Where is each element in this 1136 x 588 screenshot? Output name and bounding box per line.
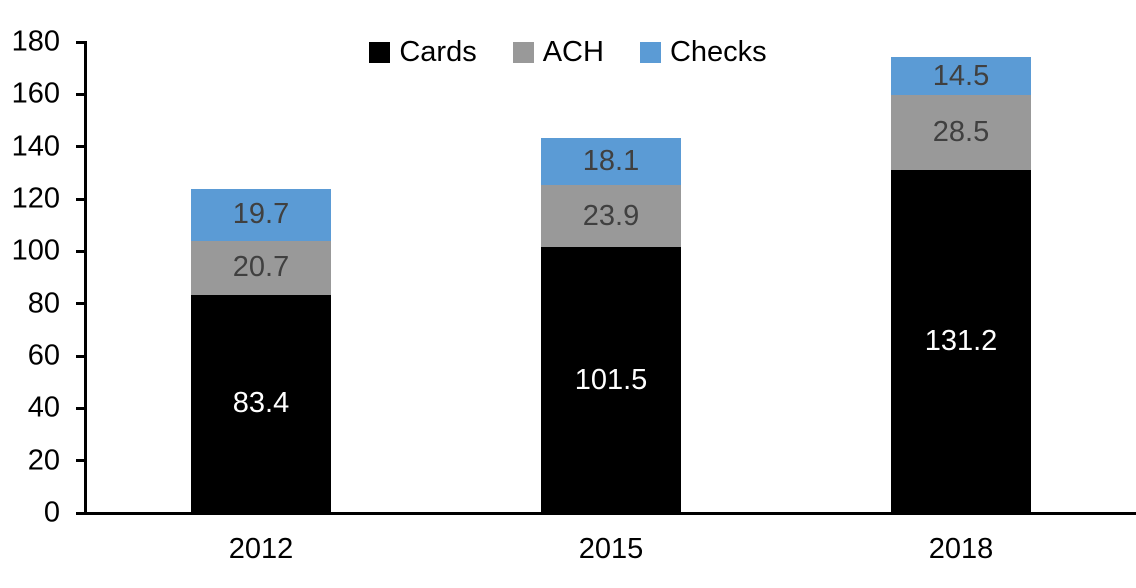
bar-segment-cards-2018: 131.2 (891, 169, 1031, 513)
legend-swatch-ach (512, 42, 534, 63)
y-axis-tick-label: 100 (11, 234, 60, 267)
legend-label: Cards (399, 36, 477, 68)
bar-segment-checks-2015: 18.1 (541, 137, 681, 185)
y-axis-tick (76, 511, 87, 515)
bar-value-label: 19.7 (232, 198, 290, 231)
y-axis-tick (76, 92, 87, 96)
y-axis-line (84, 41, 87, 515)
y-axis-tick-label: 120 (11, 182, 60, 215)
x-axis-category-label: 2015 (578, 533, 644, 565)
x-axis-category-label: 2018 (928, 533, 994, 565)
y-axis-tick-label: 80 (27, 287, 60, 320)
bar-segment-checks-2012: 19.7 (191, 189, 331, 241)
y-axis-tick-label: 0 (43, 496, 60, 529)
bar-value-label: 14.5 (932, 59, 990, 92)
bar-value-label: 131.2 (924, 324, 998, 357)
bar-segment-ach-2012: 20.7 (191, 240, 331, 295)
y-axis-tick-label: 40 (27, 391, 60, 424)
legend-label: ACH (542, 36, 604, 68)
bar-value-label: 28.5 (932, 115, 990, 148)
legend-swatch-checks (639, 42, 661, 63)
bar-segment-cards-2015: 101.5 (541, 247, 681, 513)
y-axis-tick (76, 354, 87, 358)
y-axis-tick (76, 459, 87, 463)
bar-segment-checks-2018: 14.5 (891, 57, 1031, 96)
y-axis-tick (76, 302, 87, 306)
bar-value-label: 83.4 (232, 387, 290, 420)
y-axis-tick (76, 249, 87, 253)
x-axis-line (84, 512, 1136, 515)
legend-label: Checks (669, 36, 767, 68)
bar-value-label: 23.9 (582, 199, 640, 232)
legend-item-ach: ACH (512, 36, 604, 68)
y-axis-tick-label: 180 (11, 25, 60, 58)
y-axis-tick (76, 40, 87, 44)
legend-swatch-cards (369, 42, 391, 63)
y-axis-tick (76, 145, 87, 149)
bar-segment-ach-2018: 28.5 (891, 95, 1031, 170)
y-axis-tick (76, 197, 87, 201)
y-axis-tick-label: 160 (11, 77, 60, 110)
y-axis-tick-label: 140 (11, 130, 60, 163)
bar-value-label: 18.1 (582, 144, 640, 177)
legend: Cards ACH Checks (0, 38, 1136, 67)
y-axis-tick-label: 60 (27, 339, 60, 372)
y-axis-tick-label: 20 (27, 444, 60, 477)
x-axis-category-label: 2012 (228, 533, 294, 565)
legend-item-checks: Checks (639, 36, 767, 68)
bar-segment-ach-2015: 23.9 (541, 184, 681, 248)
y-axis-tick (76, 406, 87, 410)
bar-value-label: 101.5 (574, 363, 648, 396)
legend-item-cards: Cards (369, 36, 477, 68)
bar-segment-cards-2012: 83.4 (191, 294, 331, 513)
bar-value-label: 20.7 (232, 251, 290, 284)
